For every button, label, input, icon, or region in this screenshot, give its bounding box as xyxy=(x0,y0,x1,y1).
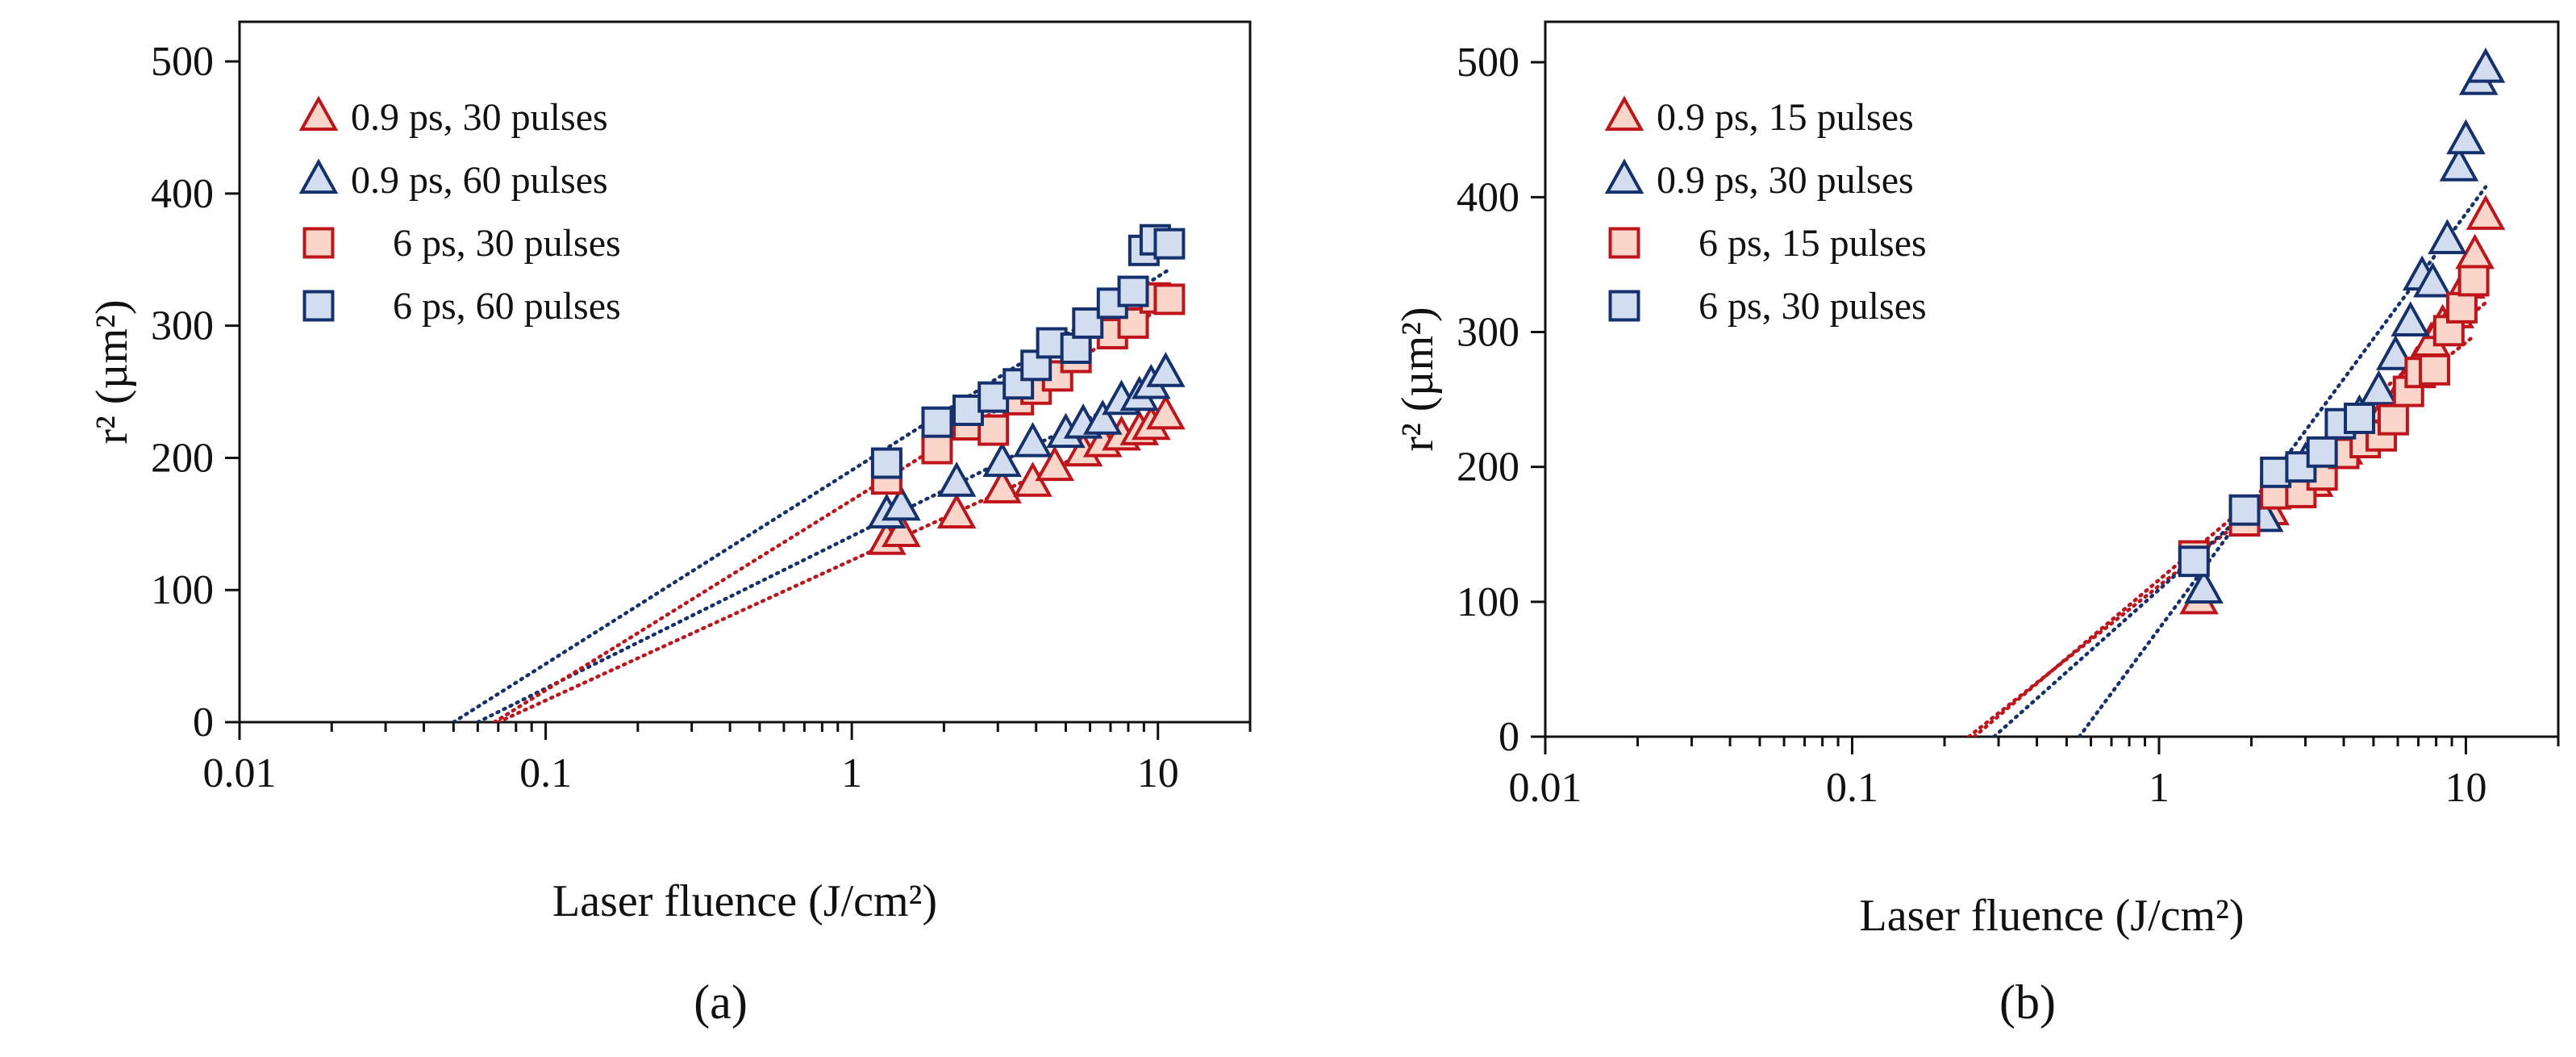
data-point-0-9-ps-60-pulses xyxy=(982,441,1022,478)
y-axis-label: r² (µm²) xyxy=(1393,307,1443,451)
fit-lines xyxy=(1966,185,2488,737)
data-point-6-ps-15-pulses xyxy=(2377,403,2409,436)
legend-label: 0.9 ps, 30 pulses xyxy=(351,96,608,139)
data-point-6-ps-30-pulses xyxy=(921,432,953,465)
legend-marker xyxy=(1604,95,1644,132)
data-point-6-ps-30-pulses xyxy=(977,414,1010,446)
data-point-0-9-ps-30-pulses xyxy=(2375,335,2416,370)
data-point-0-9-ps-60-pulses xyxy=(882,485,921,521)
data-point-0-9-ps-30-pulses xyxy=(2359,370,2399,406)
data-point-6-ps-15-pulses xyxy=(2445,291,2478,324)
legend: 0.9 ps, 30 pulses 0.9 ps, 60 pulses 6 ps, … xyxy=(298,95,621,328)
legend-marker xyxy=(298,95,339,132)
data-point-6-ps-30-pulses xyxy=(2178,545,2210,578)
data-point-6-ps-60-pulses xyxy=(1117,275,1149,307)
x-tick-label: 0.01 xyxy=(203,750,277,796)
data-point-6-ps-30-pulses xyxy=(2228,494,2261,526)
data-point-0-9-ps-30-pulses xyxy=(1035,445,1075,482)
legend-marker xyxy=(298,158,339,194)
data-point-0-9-ps-15-pulses xyxy=(2466,194,2506,230)
data-point-0-9-ps-30-pulses xyxy=(2446,119,2486,155)
y-tick-label: 500 xyxy=(151,39,214,85)
plot-frame xyxy=(238,20,1252,724)
x-tick-label: 0.1 xyxy=(1826,765,1878,811)
x-tick-label: 1 xyxy=(2149,765,2170,811)
data-point-6-ps-30-pulses xyxy=(1153,283,1186,315)
data-point-6-ps-60-pulses xyxy=(1002,368,1035,400)
y-tick-label: 100 xyxy=(151,567,214,613)
y-tick-label: 200 xyxy=(151,435,214,481)
data-point-0-9-ps-30-pulses xyxy=(936,493,977,529)
x-tick-label: 10 xyxy=(1137,750,1179,796)
data-point-0-9-ps-60-pulses xyxy=(1082,399,1123,435)
y-tick-label: 300 xyxy=(151,303,214,349)
legend-label: 6 ps, 15 pulses xyxy=(1699,222,1927,265)
data-point-6-ps-15-pulses xyxy=(2457,265,2490,297)
fit-line-0-9-ps-30-pulses xyxy=(496,414,1168,722)
data-point-0-9-ps-60-pulses xyxy=(1013,421,1052,457)
data-point-6-ps-30-pulses xyxy=(2344,402,2375,434)
y-tick-label: 0 xyxy=(193,700,214,746)
data-point-6-ps-60-pulses xyxy=(1153,228,1186,260)
fit-line-0-9-ps-60-pulses xyxy=(476,378,1168,722)
legend-label: 6 ps, 60 pulses xyxy=(393,285,621,328)
legend-label: 6 ps, 30 pulses xyxy=(1699,285,1927,328)
y-tick-label: 500 xyxy=(1457,40,1519,86)
data-point-0-9-ps-30-pulses xyxy=(1146,394,1186,430)
legend-label: 0.9 ps, 30 pulses xyxy=(1657,159,1914,202)
legend-marker xyxy=(1604,158,1644,194)
legend-marker xyxy=(1608,227,1640,259)
legend-label: 0.9 ps, 15 pulses xyxy=(1657,96,1914,139)
data-point-0-9-ps-30-pulses xyxy=(2184,568,2224,604)
data-point-0-9-ps-30-pulses xyxy=(2439,146,2479,182)
x-tick-label: 1 xyxy=(841,750,862,796)
data-point-0-9-ps-30-pulses xyxy=(2466,48,2506,83)
data-point-0-9-ps-30-pulses xyxy=(2413,261,2453,298)
y-tick-label: 400 xyxy=(151,171,214,217)
x-tick-label: 0.1 xyxy=(519,750,572,796)
x-tick-label: 0.01 xyxy=(1509,765,1582,811)
legend: 0.9 ps, 15 pulses 0.9 ps, 30 pulses 6 ps, … xyxy=(1604,95,1927,328)
legend-label: 6 ps, 30 pulses xyxy=(393,222,621,265)
x-tick-label: 10 xyxy=(2445,765,2486,811)
data-point-0-9-ps-30-pulses xyxy=(882,512,921,547)
x-axis-label: Laser fluence (J/cm²) xyxy=(552,876,937,926)
legend-marker xyxy=(302,290,335,322)
data-point-0-9-ps-30-pulses xyxy=(982,468,1022,503)
x-axis-label: Laser fluence (J/cm²) xyxy=(1860,891,2245,941)
y-tick-label: 100 xyxy=(1457,579,1519,625)
plot-frame xyxy=(1544,20,2560,738)
panel-label: (a) xyxy=(694,976,748,1029)
data-point-0-9-ps-60-pulses xyxy=(936,462,977,497)
panel-label: (b) xyxy=(1999,976,2056,1029)
y-axis-label: r² (µm²) xyxy=(87,299,137,444)
data-point-0-9-ps-60-pulses xyxy=(1146,352,1186,387)
data-points xyxy=(867,224,1186,555)
data-point-6-ps-60-pulses xyxy=(921,406,953,438)
legend-label: 0.9 ps, 60 pulses xyxy=(351,159,608,202)
data-points xyxy=(2178,48,2506,615)
y-tick-label: 0 xyxy=(1498,714,1519,760)
data-point-0-9-ps-30-pulses xyxy=(2428,219,2467,254)
data-point-6-ps-60-pulses xyxy=(870,447,902,479)
data-point-6-ps-15-pulses xyxy=(2419,353,2450,386)
legend-marker xyxy=(302,227,335,259)
data-point-6-ps-60-pulses xyxy=(1020,349,1052,382)
y-tick-label: 300 xyxy=(1457,309,1519,355)
data-point-6-ps-30-pulses xyxy=(2306,436,2338,468)
legend-marker xyxy=(1608,290,1640,322)
y-tick-label: 400 xyxy=(1457,174,1519,220)
y-tick-label: 200 xyxy=(1457,445,1519,491)
data-point-0-9-ps-30-pulses xyxy=(2391,301,2431,336)
